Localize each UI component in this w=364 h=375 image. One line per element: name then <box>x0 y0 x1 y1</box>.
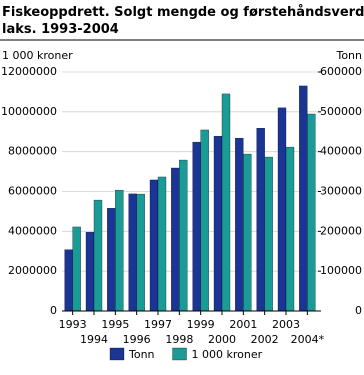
x-tick-label: 1994 <box>80 333 108 346</box>
bar <box>157 176 167 312</box>
bar <box>115 189 124 312</box>
x-tick-label: 1997 <box>144 318 172 331</box>
y-tick-label: 8000000 <box>8 145 57 158</box>
y2-tick-label: 400000 <box>320 145 362 158</box>
chart-title: Fiskeoppdrett. Solgt mengde og førstehån… <box>2 5 364 37</box>
bar <box>213 135 223 312</box>
x-tick-label: 1995 <box>101 318 129 331</box>
y2-axis-title: Tonn <box>335 49 362 62</box>
bar <box>171 167 180 312</box>
y2-tick-label: 500000 <box>320 105 362 118</box>
y2-tick-label: 600000 <box>320 65 362 78</box>
bar <box>72 226 81 312</box>
x-tick-label: 2001 <box>229 318 257 331</box>
y-tick-label: 12000000 <box>1 65 57 78</box>
y-tick-label: 10000000 <box>1 105 57 118</box>
bar <box>85 231 95 312</box>
x-tick-label: 2003 <box>272 318 300 331</box>
legend-swatch <box>172 347 187 361</box>
y-tick-label: 0 <box>50 304 57 317</box>
bar <box>256 128 265 312</box>
bar <box>128 193 137 312</box>
bar <box>221 93 231 312</box>
bar <box>179 159 188 312</box>
bar <box>307 113 316 312</box>
x-tick-label: 1996 <box>123 333 151 346</box>
y-tick-label: 2000000 <box>8 264 57 277</box>
bar <box>235 137 244 312</box>
x-tick-label: 2000 <box>208 333 236 346</box>
x-tick-label: 2004* <box>291 333 325 346</box>
y2-tick-label: 200000 <box>320 224 362 237</box>
y-tick-label: 4000000 <box>8 224 57 237</box>
bar <box>93 199 103 312</box>
bar <box>200 129 209 312</box>
bar <box>149 179 159 312</box>
bar <box>64 249 73 312</box>
x-tick-label: 1998 <box>165 333 193 346</box>
legend-label: Tonn <box>128 348 155 361</box>
bar <box>277 107 287 312</box>
y2-tick-label: 0 <box>355 304 362 317</box>
bar <box>299 85 308 312</box>
x-tick-label: 1999 <box>187 318 215 331</box>
y2-tick-label: 100000 <box>320 264 362 277</box>
bar <box>264 156 273 312</box>
bar <box>243 153 252 312</box>
legend-swatch <box>109 347 125 361</box>
bar <box>285 146 295 312</box>
bar <box>192 141 201 312</box>
x-tick-label: 1993 <box>59 318 87 331</box>
y-tick-label: 6000000 <box>8 185 57 198</box>
y2-tick-label: 300000 <box>320 185 362 198</box>
bar <box>107 208 116 312</box>
y-axis-title: 1 000 kroner <box>2 49 73 62</box>
bar <box>136 193 145 312</box>
legend-label: 1 000 kroner <box>192 348 263 361</box>
x-tick-label: 2002 <box>251 333 279 346</box>
